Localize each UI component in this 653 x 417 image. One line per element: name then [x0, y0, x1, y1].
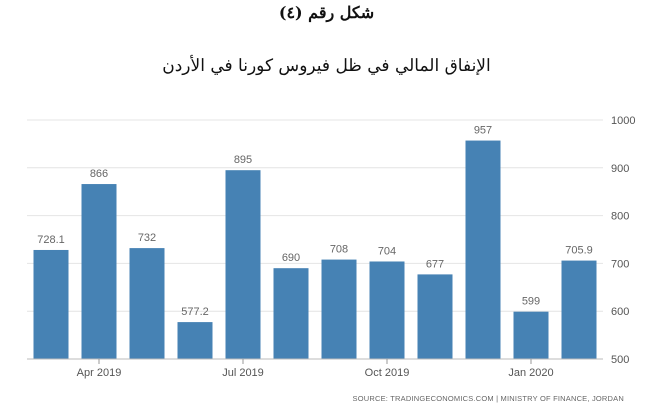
value-label: 895: [234, 154, 252, 166]
value-label: 677: [426, 258, 444, 270]
bar: [465, 140, 501, 359]
source-note: SOURCE: TRADINGECONOMICS.COM | MINISTRY …: [353, 394, 625, 403]
value-label: 708: [330, 244, 348, 256]
bar: [369, 261, 405, 359]
bar: [273, 268, 309, 359]
x-tick-label: Jul 2019: [222, 367, 264, 379]
value-labels: 728.1 866 732 577.2 895 690 708 704 677 957 599 705…: [37, 125, 593, 319]
y-tick-label: 900: [611, 163, 629, 175]
bar: [561, 260, 597, 359]
y-tick-label: 1000: [611, 115, 635, 127]
bar: [417, 274, 453, 359]
bar: [81, 184, 117, 359]
bar: [225, 170, 261, 359]
value-label: 732: [138, 232, 156, 244]
bar: [33, 249, 69, 359]
x-axis-ticks: Apr 2019 Jul 2019 Oct 2019 Jan 2020: [27, 358, 603, 379]
bar: [129, 248, 165, 359]
value-label: 728.1: [37, 234, 65, 246]
value-label: 690: [282, 252, 300, 264]
value-label: 957: [474, 125, 492, 137]
x-tick-label: Jan 2020: [508, 367, 553, 379]
y-tick-label: 800: [611, 211, 629, 223]
chart-title: الإنفاق المالي في ظل فيروس كورنا في الأر…: [162, 56, 491, 76]
figure-label: شكل رقم (٤): [278, 3, 375, 22]
value-label: 704: [378, 245, 396, 257]
y-axis-ticks: 500 600 700 800 900 1000: [611, 115, 635, 366]
y-tick-label: 700: [611, 258, 629, 270]
y-tick-label: 600: [611, 306, 629, 318]
x-tick-label: Apr 2019: [77, 367, 122, 379]
bars: [33, 140, 597, 359]
x-tick-label: Oct 2019: [365, 367, 410, 379]
value-label: 599: [522, 296, 540, 308]
y-tick-label: 500: [611, 354, 629, 366]
value-label: 866: [90, 168, 108, 180]
value-label: 705.9: [565, 245, 593, 257]
value-label: 577.2: [181, 306, 209, 318]
bar: [177, 322, 213, 359]
bar: [513, 311, 549, 359]
bar: [321, 259, 357, 359]
